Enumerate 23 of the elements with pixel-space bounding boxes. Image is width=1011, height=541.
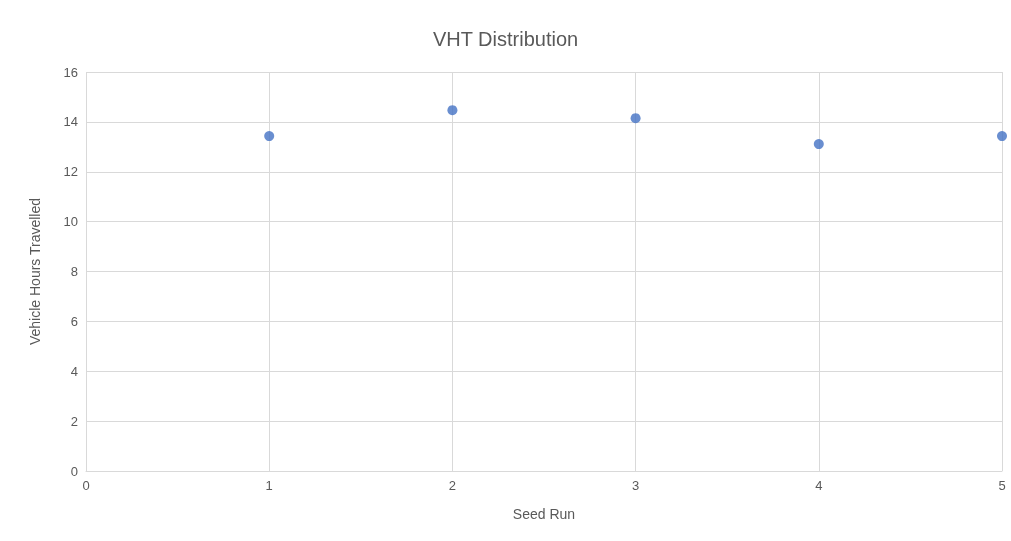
x-tick-label: 1 [265,478,273,493]
x-axis-title: Seed Run [512,506,576,522]
x-tick-label: 3 [631,478,640,493]
point [447,105,458,116]
x-tick-label: 0 [82,478,90,493]
y-tick-label: 6 [70,313,78,329]
chart-title: VHT Distribution [432,28,579,50]
y-tick-label: 14 [63,114,78,130]
x-tick-label: 2 [448,478,457,493]
x-tick-label: 5 [998,478,1006,493]
point [630,113,641,124]
y-tick-label: 0 [70,463,78,479]
y-axis-title: Vehicle Hours Travelled [27,197,43,346]
point [997,131,1007,142]
y-tick-label: 16 [63,64,78,80]
y-tick-label: 10 [63,214,78,230]
y-tick-label: 8 [70,264,78,279]
y-tick-label: 12 [63,164,78,180]
x-tick-label: 4 [815,478,823,493]
y-tick-label: 4 [70,363,78,379]
point [813,139,824,150]
y-tick-label: 2 [70,413,78,429]
point [264,131,275,142]
